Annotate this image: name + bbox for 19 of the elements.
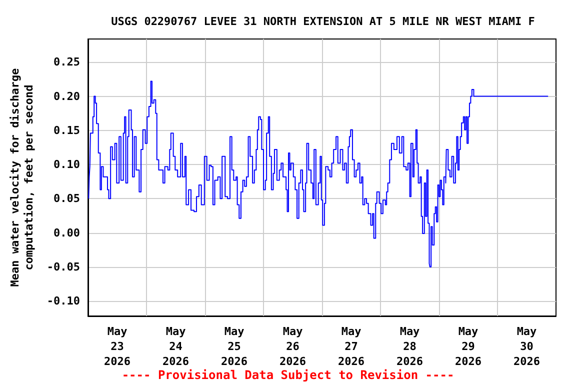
x-tick-label: May 29 2026	[455, 325, 482, 368]
x-tick-label: May 24 2026	[162, 325, 190, 368]
y-tick-label: 0.25	[54, 56, 80, 69]
y-tick-label: -0.10	[46, 294, 80, 308]
x-tick-label: May 30 2026	[514, 325, 540, 368]
y-tick-label: -0.05	[46, 260, 80, 274]
y-tick-label: 0.15	[54, 124, 80, 137]
y-tick-label: 0.00	[54, 226, 80, 240]
x-tick-label: May 23 2026	[104, 325, 131, 368]
x-tick-label: May 25 2026	[221, 325, 248, 368]
text: ---- Provisional Data Subject to Revision ----	[122, 368, 454, 382]
x-tick-label: May 26 2026	[280, 325, 306, 368]
x-tick-label: May 27 2026	[338, 325, 365, 368]
y-tick-label: 0.10	[54, 158, 80, 172]
y-tick-label: 0.20	[54, 90, 80, 103]
chart-title: USGS 02290767 LEVEE 31 NORTH EXTENSION AT 5 MILE NR WEST MIAMI F	[111, 15, 535, 28]
y-tick-label: 0.05	[54, 192, 80, 206]
x-tick-label: May 28 2026	[396, 325, 424, 368]
y-axis-title: Mean water velocity for discharge computation, feet per second	[8, 68, 36, 287]
